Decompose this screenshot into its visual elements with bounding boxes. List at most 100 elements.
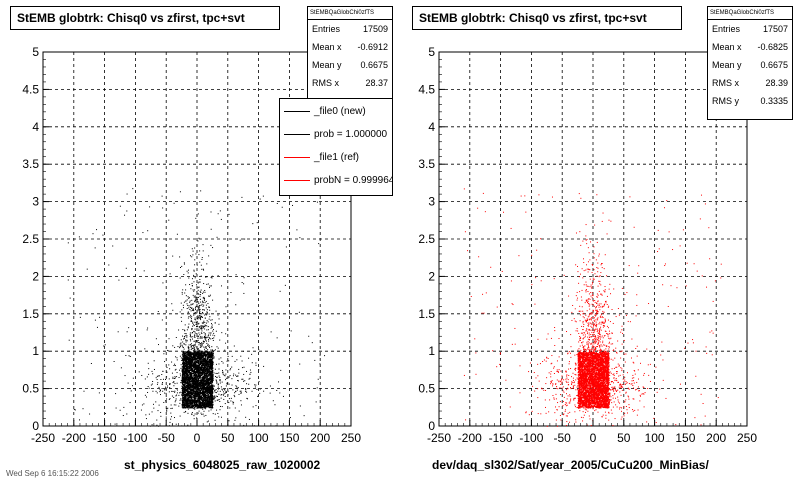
scatter-point: [183, 351, 185, 353]
scatter-point: [183, 390, 186, 393]
scatter-point: [187, 395, 189, 397]
scatter-point: [192, 386, 194, 388]
scatter-point: [203, 367, 205, 369]
scatter-point: [259, 198, 261, 200]
scatter-point: [608, 383, 610, 385]
scatter-point: [196, 355, 198, 358]
scatter-point: [204, 336, 206, 338]
scatter-point: [183, 388, 185, 390]
scatter-point: [182, 372, 184, 375]
scatter-point: [210, 382, 212, 384]
scatter-point: [192, 369, 194, 371]
scatter-point: [201, 330, 203, 332]
scatter-point: [202, 408, 204, 410]
scatter-point: [202, 404, 205, 406]
scatter-point: [216, 409, 218, 411]
scatter-point: [201, 413, 203, 415]
scatter-point: [183, 397, 186, 399]
scatter-point: [184, 391, 187, 393]
scatter-point: [210, 375, 212, 377]
scatter-point: [189, 357, 191, 359]
scatter-point: [198, 373, 200, 375]
scatter-point: [224, 403, 226, 405]
scatter-point: [221, 389, 223, 391]
scatter-point: [162, 378, 164, 380]
scatter-point: [195, 297, 197, 299]
scatter-point: [176, 382, 178, 384]
scatter-point: [195, 405, 197, 407]
scatter-point: [216, 346, 218, 348]
scatter-point: [216, 395, 218, 397]
scatter-point: [590, 380, 593, 383]
scatter-point: [197, 360, 199, 363]
scatter-point: [211, 324, 213, 326]
scatter-point: [198, 368, 200, 370]
scatter-point: [188, 405, 190, 408]
scatter-point: [210, 228, 212, 230]
scatter-point: [204, 395, 207, 398]
scatter-point: [196, 417, 198, 419]
scatter-point: [208, 353, 211, 355]
scatter-point: [205, 403, 208, 405]
scatter-point: [200, 401, 202, 403]
scatter-point: [220, 397, 222, 399]
scatter-point: [199, 404, 201, 406]
scatter-point: [181, 395, 184, 397]
scatter-point: [204, 399, 206, 401]
scatter-point: [210, 395, 212, 398]
scatter-point: [168, 391, 170, 393]
scatter-point: [580, 404, 582, 406]
scatter-point: [182, 387, 184, 390]
scatter-point: [252, 406, 254, 408]
scatter-point: [199, 376, 201, 378]
scatter-point: [194, 364, 196, 366]
scatter-point: [200, 327, 202, 329]
scatter-point: [217, 412, 219, 414]
scatter-point: [209, 355, 211, 357]
scatter-point: [187, 354, 189, 357]
scatter-point: [185, 396, 187, 398]
scatter-point: [143, 403, 145, 405]
scatter-point: [115, 393, 117, 395]
scatter-point: [211, 372, 213, 374]
scatter-point: [205, 380, 207, 383]
scatter-point: [240, 400, 242, 402]
scatter-point: [182, 400, 184, 402]
scatter-point: [182, 403, 184, 405]
scatter-point: [198, 364, 201, 366]
scatter-point: [204, 299, 206, 301]
scatter-point: [201, 345, 203, 347]
scatter-point: [191, 316, 193, 318]
scatter-point: [183, 400, 186, 402]
scatter-point: [205, 404, 208, 407]
scatter-point: [193, 387, 195, 390]
scatter-point: [205, 400, 207, 403]
scatter-point: [201, 342, 203, 344]
scatter-point: [281, 206, 283, 208]
scatter-point: [192, 405, 195, 407]
scatter-point: [207, 381, 209, 383]
scatter-point: [175, 423, 177, 425]
scatter-point: [69, 297, 71, 299]
scatter-point: [210, 404, 213, 406]
scatter-point: [189, 351, 191, 353]
scatter-point: [213, 388, 215, 390]
scatter-point: [195, 399, 197, 402]
scatter-point: [179, 343, 181, 345]
scatter-point: [128, 327, 130, 329]
scatter-point: [218, 399, 220, 401]
scatter-point: [208, 388, 210, 390]
scatter-point: [186, 365, 188, 367]
scatter-point: [174, 365, 176, 367]
scatter-point: [195, 298, 197, 300]
scatter-point: [113, 360, 115, 362]
scatter-point: [181, 394, 183, 396]
scatter-point: [189, 355, 191, 358]
scatter-point: [206, 361, 209, 364]
scatter-point: [217, 347, 219, 349]
scatter-point: [194, 344, 196, 346]
scatter-point: [202, 367, 205, 369]
scatter-point: [201, 351, 203, 353]
scatter-point: [158, 404, 160, 406]
scatter-point: [193, 356, 196, 358]
